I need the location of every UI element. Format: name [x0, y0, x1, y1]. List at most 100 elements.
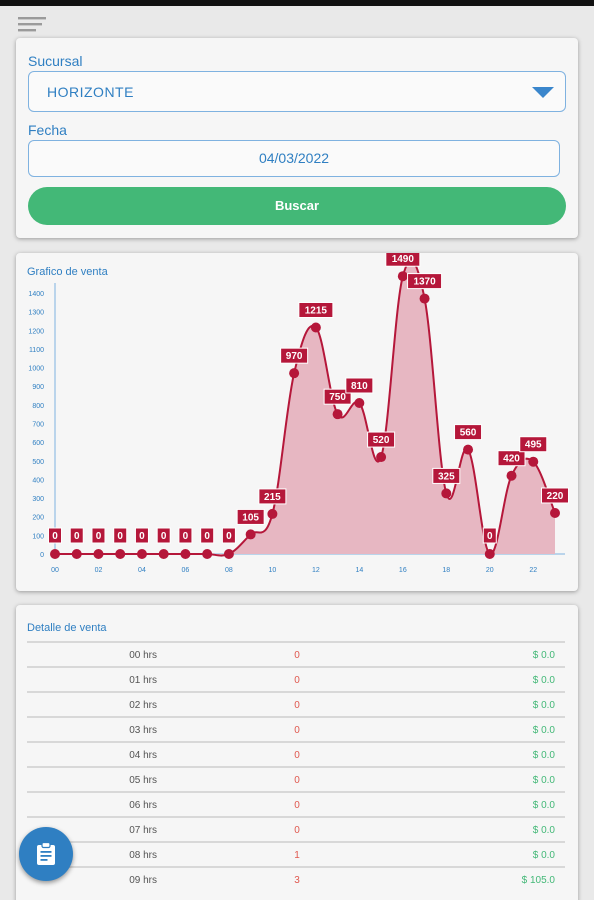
- y-tick-label: 300: [32, 496, 44, 503]
- row-count: 0: [294, 675, 300, 686]
- data-label: 0: [139, 531, 145, 542]
- detail-table: 00 hrs 0 $ 0.0 01 hrs 0 $ 0.0 02 hrs 0 $ 0.0 03 h…: [27, 641, 565, 891]
- y-tick-label: 400: [32, 477, 44, 484]
- row-hour: 06 hrs: [129, 800, 157, 811]
- data-point: [332, 409, 343, 420]
- chevron-down-icon[interactable]: [532, 87, 554, 98]
- data-label-bg: [258, 488, 287, 505]
- data-label: 1215: [305, 305, 328, 316]
- data-label: 215: [264, 492, 281, 503]
- data-label: 0: [74, 531, 80, 542]
- data-label: 420: [503, 454, 520, 465]
- y-tick-label: 0: [40, 552, 44, 559]
- data-label: 105: [242, 512, 259, 523]
- data-label-bg: [432, 467, 461, 484]
- data-point: [93, 549, 104, 559]
- data-label-bg: [156, 527, 171, 544]
- data-label: 495: [525, 440, 542, 451]
- row-count: 0: [294, 800, 300, 811]
- table-row: 07 hrs 0 $ 0.0: [27, 816, 565, 841]
- row-hour: 02 hrs: [129, 700, 157, 711]
- data-point: [136, 549, 147, 559]
- table-row: 02 hrs 0 $ 0.0: [27, 691, 565, 716]
- data-label-bg: [407, 273, 443, 290]
- x-tick-label: 06: [182, 567, 190, 574]
- data-label-bg: [280, 347, 309, 364]
- branch-select[interactable]: HORIZONTE: [28, 71, 566, 112]
- data-point: [267, 508, 278, 519]
- row-amount: $ 0.0: [532, 800, 555, 811]
- table-row: 03 hrs 0 $ 0.0: [27, 716, 565, 741]
- data-label: 560: [460, 428, 477, 439]
- row-amount: $ 0.0: [532, 750, 555, 761]
- data-label-bg: [200, 527, 215, 544]
- data-label-bg: [345, 377, 374, 394]
- table-row: 08 hrs 1 $ 0.0: [27, 841, 565, 866]
- data-point: [158, 549, 169, 559]
- data-label: 0: [226, 531, 232, 542]
- data-point: [376, 452, 387, 463]
- y-tick-label: 1400: [28, 291, 44, 298]
- data-label-bg: [367, 431, 396, 448]
- data-point: [419, 293, 430, 304]
- data-point: [354, 397, 365, 408]
- branch-label: Sucursal: [28, 53, 83, 69]
- row-count: 0: [294, 650, 300, 661]
- data-label-bg: [236, 508, 265, 525]
- y-tick-label: 200: [32, 515, 44, 522]
- data-label-bg: [48, 527, 62, 544]
- data-point: [71, 549, 82, 559]
- data-label: 0: [487, 531, 493, 542]
- data-label: 0: [183, 531, 189, 542]
- x-tick-label: 08: [225, 567, 233, 574]
- row-amount: $ 0.0: [532, 850, 555, 861]
- data-label: 325: [438, 471, 455, 482]
- data-point: [180, 549, 191, 559]
- data-label: 810: [351, 381, 368, 392]
- clipboard-icon: [37, 842, 55, 865]
- x-tick-label: 10: [268, 567, 276, 574]
- date-field[interactable]: 04/03/2022: [28, 140, 560, 177]
- data-label: 1490: [392, 254, 415, 265]
- search-form-card: Sucursal HORIZONTE Fecha 04/03/2022 Busc…: [16, 38, 578, 238]
- row-hour: 05 hrs: [129, 775, 157, 786]
- y-tick-label: 1200: [28, 328, 44, 335]
- x-tick-label: 12: [312, 567, 320, 574]
- data-point: [397, 271, 408, 282]
- table-row: 01 hrs 0 $ 0.0: [27, 666, 565, 691]
- sales-detail-card: Detalle de venta 00 hrs 0 $ 0.0 01 hrs 0 $ 0.…: [16, 605, 578, 900]
- data-point: [550, 507, 560, 518]
- x-tick-label: 02: [95, 567, 103, 574]
- x-tick-label: 18: [442, 567, 450, 574]
- y-tick-label: 1100: [29, 347, 44, 354]
- row-count: 0: [294, 825, 300, 836]
- date-label: Fecha: [28, 122, 67, 138]
- y-tick-label: 1000: [28, 366, 44, 373]
- table-row: 09 hrs 3 $ 105.0: [27, 866, 565, 891]
- data-label-bg: [482, 527, 497, 544]
- row-count: 0: [294, 775, 300, 786]
- data-point: [50, 549, 60, 559]
- data-point: [506, 470, 517, 481]
- search-button[interactable]: Buscar: [28, 187, 566, 225]
- row-count: 1: [294, 850, 300, 861]
- menu-icon[interactable]: [18, 15, 46, 35]
- row-count: 0: [294, 700, 300, 711]
- data-label: 220: [547, 491, 564, 502]
- data-point: [463, 444, 474, 455]
- data-label-bg: [113, 527, 128, 544]
- x-tick-label: 00: [51, 567, 59, 574]
- data-point: [310, 322, 321, 333]
- y-tick-label: 900: [32, 384, 44, 391]
- report-fab-button[interactable]: [19, 827, 73, 881]
- row-hour: 09 hrs: [129, 875, 157, 886]
- row-hour: 07 hrs: [129, 825, 157, 836]
- row-amount: $ 0.0: [532, 700, 555, 711]
- data-label: 0: [161, 531, 167, 542]
- sales-chart-card: Grafico de venta 0 100 200 300 400 500 600 700 8…: [16, 253, 578, 591]
- row-hour: 04 hrs: [129, 750, 157, 761]
- data-label: 1370: [413, 277, 436, 288]
- data-label-bg: [298, 301, 334, 318]
- x-tick-label: 16: [399, 567, 407, 574]
- row-count: 0: [294, 750, 300, 761]
